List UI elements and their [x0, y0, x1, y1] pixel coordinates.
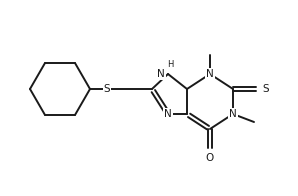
Text: N: N: [157, 69, 165, 79]
Text: O: O: [206, 153, 214, 163]
Text: N: N: [229, 109, 237, 119]
Text: S: S: [104, 84, 110, 94]
Text: N: N: [206, 69, 214, 79]
Text: N: N: [164, 109, 172, 119]
Text: S: S: [262, 84, 268, 94]
Text: H: H: [167, 60, 173, 69]
